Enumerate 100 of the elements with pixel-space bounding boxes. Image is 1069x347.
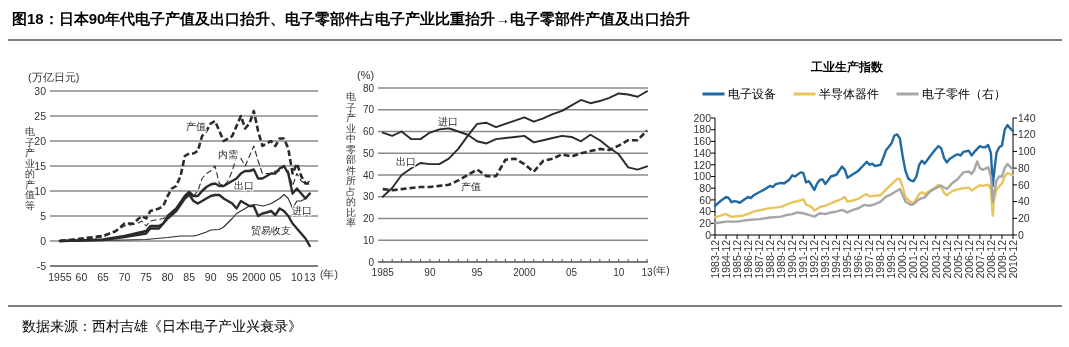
y-tick-label: 80 bbox=[699, 181, 712, 194]
x-tick-label: 2010-12 bbox=[1006, 239, 1019, 279]
series-label: 产值 bbox=[186, 121, 207, 132]
text: 电子产业中零部件所占的比率 bbox=[346, 91, 356, 228]
y-tick-label: 20 bbox=[362, 213, 375, 225]
x-tick-label: 1998-12 bbox=[874, 239, 887, 279]
x-tick-label: 1992-12 bbox=[808, 239, 821, 279]
y-tick-label: 10 bbox=[34, 184, 47, 197]
y2-tick-label: 60 bbox=[1018, 178, 1030, 191]
y-tick-label: 0 bbox=[368, 256, 375, 268]
x-tick-label: 2002-12 bbox=[918, 239, 931, 279]
x-tick-label: 1985-12 bbox=[730, 239, 743, 279]
x-tick-label: 2003-12 bbox=[929, 239, 942, 279]
series-label: 内需 bbox=[217, 148, 238, 160]
y-tick-label: 50 bbox=[362, 147, 375, 159]
y-tick-label: 15 bbox=[34, 159, 47, 172]
y2-tick-label: 100 bbox=[1018, 145, 1036, 158]
source-note: 数据来源：西村吉雄《日本电子产业兴衰录》 bbox=[22, 318, 302, 334]
text: (%) bbox=[357, 69, 375, 81]
y-tick-label: 140 bbox=[693, 146, 712, 159]
series-label: 贸易收支 bbox=[250, 224, 291, 236]
series-label: 进口 bbox=[291, 205, 312, 216]
y-tick-label: 160 bbox=[693, 135, 712, 148]
x-tick-label: 1983-12 bbox=[708, 239, 721, 279]
x-tick-label: 1987-12 bbox=[752, 239, 765, 279]
x-tick-label: 90 bbox=[204, 270, 217, 283]
legend-label: 电子设备 bbox=[727, 88, 776, 100]
x-tick-label: 2000 bbox=[513, 267, 536, 278]
x-tick-label: 2008-12 bbox=[984, 239, 997, 279]
series-label: 产值 bbox=[461, 181, 482, 193]
y2-tick-label: 20 bbox=[1018, 212, 1030, 225]
x-tick-label: 1997-12 bbox=[863, 239, 876, 279]
y-tick-label: 200 bbox=[693, 111, 712, 124]
x-tick-label: 90 bbox=[424, 267, 436, 278]
y-tick-label: 5 bbox=[40, 209, 47, 222]
x-tick-label: 10 bbox=[613, 267, 625, 278]
y-tick-label: 40 bbox=[699, 205, 712, 218]
x-tick-label: 2006-12 bbox=[962, 239, 975, 279]
y-tick-label: 20 bbox=[699, 217, 712, 230]
x-tick-label: 13 bbox=[303, 270, 316, 283]
y-tick-label: 60 bbox=[699, 193, 712, 206]
legend-label: 电子零件（右） bbox=[921, 88, 1006, 101]
x-tick-label: 60 bbox=[75, 270, 88, 283]
x-tick-label: 1996-12 bbox=[852, 239, 865, 279]
y-tick-label: 0 bbox=[705, 228, 712, 241]
y-tick-label: 100 bbox=[693, 170, 712, 183]
x-tick-label: 80 bbox=[161, 270, 174, 283]
x-tick-label: 2000 bbox=[242, 270, 266, 283]
series-label: 出口 bbox=[396, 156, 417, 168]
x-tick-label: 2004-12 bbox=[940, 239, 953, 279]
x-tick-label: 1995-12 bbox=[841, 239, 854, 279]
y-tick-label: 70 bbox=[362, 104, 375, 116]
x-tick-label: 1984-12 bbox=[719, 239, 732, 279]
y2-tick-label: 120 bbox=[1018, 128, 1036, 141]
series-label: 出口 bbox=[233, 179, 254, 191]
y-tick-label: 80 bbox=[362, 82, 375, 94]
x-tick-label: 05 bbox=[565, 267, 578, 278]
text: 图18：日本90年代电子产值及出口抬升、电子零部件占电子产业比重抬升→电子零部件产值及出口抬升 bbox=[12, 10, 691, 27]
y2-tick-label: 80 bbox=[1018, 161, 1030, 174]
x-tick-label: 1994-12 bbox=[830, 239, 843, 279]
y-axis-title: 电子产业的产值等 bbox=[25, 126, 35, 211]
y-tick-label: -5 bbox=[36, 259, 47, 272]
x-tick-label: 1991-12 bbox=[797, 239, 810, 279]
x-tick-label: 1990-12 bbox=[786, 239, 799, 279]
x-tick-label: 1985 bbox=[371, 267, 395, 278]
y-tick-label: 120 bbox=[693, 158, 712, 171]
text: (万亿日元) bbox=[28, 71, 80, 83]
legend-label: 半导体器件 bbox=[818, 88, 879, 100]
x-tick-label: 95 bbox=[226, 270, 239, 283]
x-tick-label: 2000-12 bbox=[896, 239, 909, 279]
y-tick-label: 0 bbox=[40, 234, 47, 247]
y2-tick-label: 140 bbox=[1018, 111, 1036, 124]
x-tick-label: 1988-12 bbox=[763, 239, 776, 279]
y-tick-label: 40 bbox=[362, 169, 375, 181]
x-tick-label: 13 bbox=[641, 267, 654, 278]
x-tick-label: 95 bbox=[471, 267, 484, 278]
y-tick-label: 180 bbox=[693, 123, 712, 136]
y-tick-label: 60 bbox=[362, 126, 375, 138]
x-tick-label: 2005-12 bbox=[951, 239, 964, 279]
x-tick-label: 2009-12 bbox=[995, 239, 1008, 279]
y2-tick-label: 0 bbox=[1018, 228, 1024, 241]
y-tick-label: 25 bbox=[34, 109, 47, 122]
x-tick-label: 2001-12 bbox=[907, 239, 920, 279]
x-tick-label: 10 bbox=[291, 270, 303, 283]
x-tick-label: 05 bbox=[269, 270, 282, 283]
y-tick-label: 20 bbox=[34, 134, 47, 147]
x-tick-label: 85 bbox=[183, 270, 196, 283]
series-label: 进口 bbox=[437, 116, 458, 128]
x-tick-label: 1993-12 bbox=[819, 239, 832, 279]
y-tick-label: 30 bbox=[34, 84, 47, 97]
chart-title: 工业生产指数 bbox=[810, 60, 884, 74]
x-tick-label: 1989-12 bbox=[775, 239, 787, 279]
x-tick-label: 1986-12 bbox=[741, 239, 754, 279]
x-tick-label: 65 bbox=[97, 270, 109, 283]
x-axis-title: (年) bbox=[653, 265, 670, 276]
x-tick-label: 70 bbox=[118, 270, 131, 283]
x-tick-label: 75 bbox=[140, 270, 153, 283]
x-axis-title: (年) bbox=[320, 268, 338, 280]
x-tick-label: 1999-12 bbox=[885, 239, 898, 279]
y-tick-label: 30 bbox=[362, 191, 375, 203]
